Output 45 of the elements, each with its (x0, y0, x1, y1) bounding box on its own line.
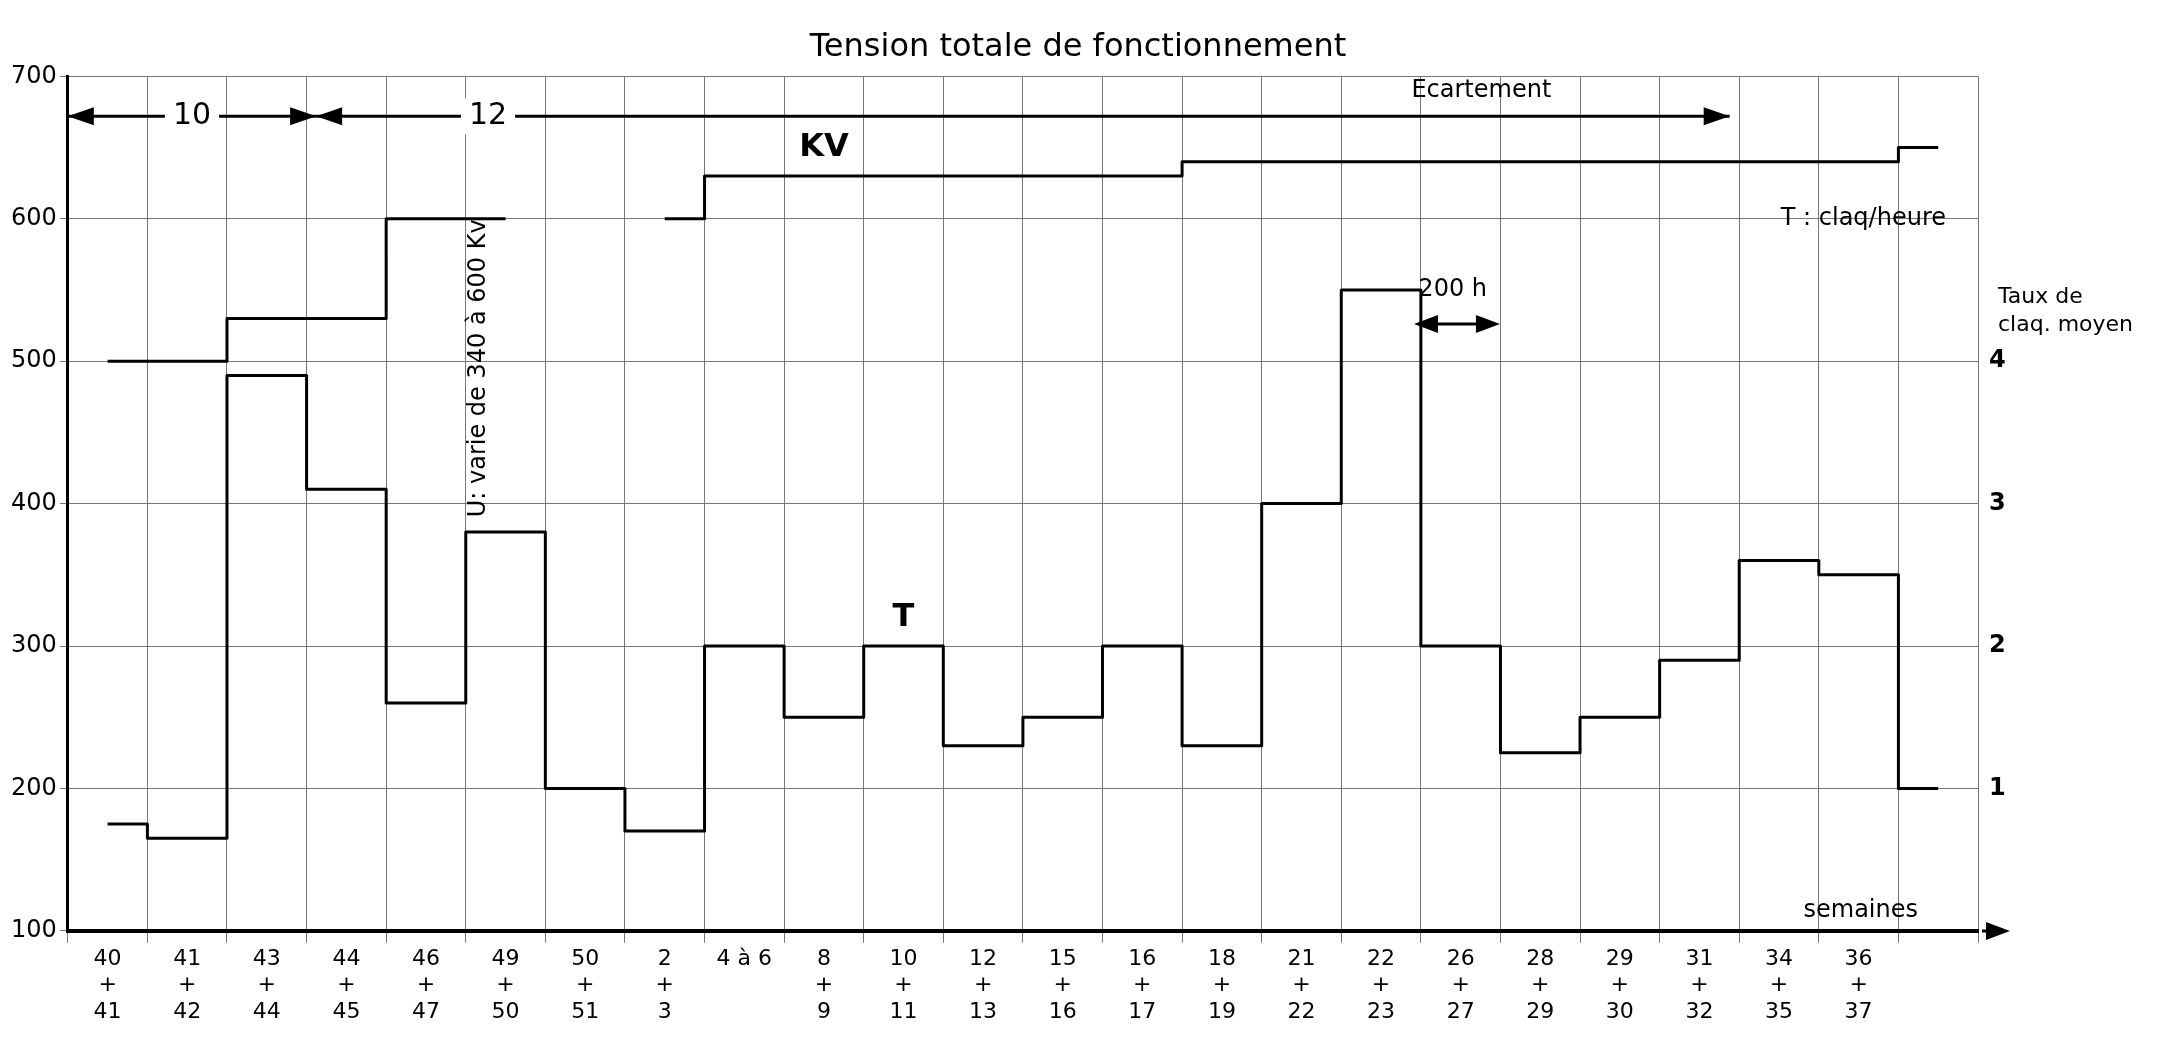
y-tick-label: 500 (11, 345, 57, 374)
annotation: U: varie de 340 à 600 Kv (462, 219, 491, 518)
x-tick-label: 28 + 29 (1526, 944, 1555, 1023)
x-tick-label: 15 + 16 (1048, 944, 1077, 1023)
annotation: Ecartement (1411, 74, 1552, 103)
x-tick-label: 46 + 47 (411, 944, 440, 1023)
series-label: KV (799, 126, 849, 165)
y2-axis-title: Taux de claq. moyen (1997, 282, 2134, 336)
y2-tick-label: 4 (1989, 345, 2006, 374)
annotation: 12 (468, 96, 508, 132)
x-tick-label: 43 + 44 (252, 944, 281, 1023)
x-tick-label: 29 + 30 (1605, 944, 1634, 1023)
x-tick-label: 8 + 9 (814, 944, 834, 1023)
x-tick-label: 34 + 35 (1765, 944, 1794, 1023)
y2-tick-label: 2 (1989, 630, 2006, 659)
y2-tick-label: 1 (1989, 772, 2006, 801)
x-tick-label: 49 + 50 (491, 944, 520, 1023)
x-tick-label: 26 + 27 (1446, 944, 1475, 1023)
x-tick-label: 12 + 13 (969, 944, 998, 1023)
annotation: T : claq/heure (1779, 203, 1946, 232)
x-tick-label: 50 + 51 (571, 944, 600, 1023)
x-tick-label: 18 + 19 (1207, 944, 1236, 1023)
y-tick-label: 200 (11, 772, 57, 801)
x-tick-label: 44 + 45 (332, 944, 361, 1023)
annotation: 10 (172, 96, 212, 132)
series-label: T (892, 596, 915, 635)
x-tick-label: 4 à 6 (716, 944, 773, 970)
x-axis-title: semaines (1803, 895, 1918, 924)
x-tick-label: 40 + 41 (93, 944, 122, 1023)
x-tick-label: 36 + 37 (1844, 944, 1873, 1023)
x-tick-label: 41 + 42 (173, 944, 202, 1023)
y-tick-label: 400 (11, 487, 57, 516)
y-tick-label: 300 (11, 630, 57, 659)
chart-title: Tension totale de fonctionnement (808, 25, 1347, 64)
y-tick-label: 700 (11, 60, 57, 89)
x-tick-label: 16 + 17 (1128, 944, 1157, 1023)
annotation: 200 h (1418, 274, 1488, 303)
x-tick-label: 31 + 32 (1685, 944, 1714, 1023)
x-tick-label: 22 + 23 (1367, 944, 1396, 1023)
y-tick-label: 100 (11, 915, 57, 944)
y2-tick-label: 3 (1989, 487, 2006, 516)
x-tick-label: 10 + 11 (889, 944, 918, 1023)
x-tick-label: 2 + 3 (655, 944, 674, 1023)
x-tick-label: 21 + 22 (1287, 944, 1316, 1023)
y-tick-label: 600 (11, 203, 57, 232)
